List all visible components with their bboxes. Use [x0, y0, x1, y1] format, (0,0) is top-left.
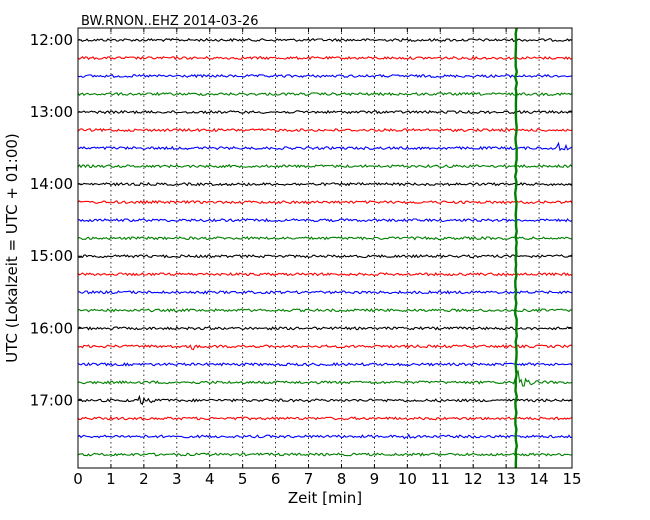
x-tick-label: 13 — [497, 470, 516, 488]
trace-0 — [77, 37, 573, 43]
trace-20 — [77, 394, 573, 406]
trace-9 — [77, 199, 573, 205]
y-tick-label: 12:00 — [30, 31, 73, 49]
x-tick-label: 12 — [464, 470, 483, 488]
x-tick-label: 0 — [73, 470, 83, 488]
vertical-gridlines — [110, 28, 540, 468]
trace-14 — [77, 290, 573, 295]
x-tick-label: 14 — [530, 470, 549, 488]
x-tick-label: 2 — [139, 470, 149, 488]
y-tick-label: 15:00 — [30, 247, 73, 265]
y-axis-label: UTC (Lokalzeit = UTC + 01:00) — [3, 133, 21, 363]
trace-21 — [77, 416, 573, 421]
y-tick-label: 17:00 — [30, 391, 73, 409]
trace-2 — [77, 73, 573, 79]
trace-1 — [77, 55, 573, 61]
y-tick-label: 14:00 — [30, 175, 73, 193]
x-axis-label: Zeit [min] — [288, 489, 362, 507]
seismic-traces — [77, 37, 573, 457]
x-tick-label: 8 — [337, 470, 347, 488]
trace-19 — [77, 369, 573, 387]
trace-18 — [77, 362, 573, 367]
trace-23 — [77, 452, 573, 457]
trace-10 — [77, 217, 573, 223]
x-tick-label: 5 — [238, 470, 248, 488]
trace-11 — [77, 235, 573, 241]
x-tick-label: 3 — [172, 470, 182, 488]
x-tick-label: 4 — [205, 470, 215, 488]
x-tick-label: 9 — [370, 470, 380, 488]
x-tick-label: 7 — [304, 470, 314, 488]
x-tick-label: 11 — [431, 470, 450, 488]
x-tick-label: 6 — [271, 470, 281, 488]
event-spike — [513, 27, 519, 468]
trace-15 — [77, 307, 573, 313]
chart-title: BW.RNON..EHZ 2014-03-26 — [81, 14, 259, 29]
trace-6 — [77, 141, 573, 152]
trace-16 — [77, 326, 573, 331]
trace-13 — [77, 272, 573, 277]
trace-4 — [77, 109, 573, 115]
global-spike-line — [513, 27, 519, 468]
x-axis-ticks: 0 1 2 3 4 5 6 7 8 9 10 11 12 13 14 15 — [73, 28, 582, 488]
y-tick-label: 13:00 — [30, 103, 73, 121]
x-tick-label: 10 — [398, 470, 417, 488]
trace-3 — [77, 91, 573, 97]
trace-7 — [77, 163, 573, 169]
x-tick-label: 1 — [106, 470, 116, 488]
trace-5 — [77, 127, 573, 133]
trace-22 — [77, 433, 573, 440]
trace-8 — [77, 182, 573, 187]
plot-frame — [77, 27, 573, 469]
plot-area — [78, 28, 572, 468]
y-tick-label: 16:00 — [30, 319, 73, 337]
trace-12 — [77, 254, 573, 259]
trace-17 — [77, 344, 573, 351]
x-tick-label: 15 — [562, 470, 581, 488]
y-axis-ticks: 12:00 13:00 14:00 15:00 16:00 17:00 — [30, 31, 572, 409]
